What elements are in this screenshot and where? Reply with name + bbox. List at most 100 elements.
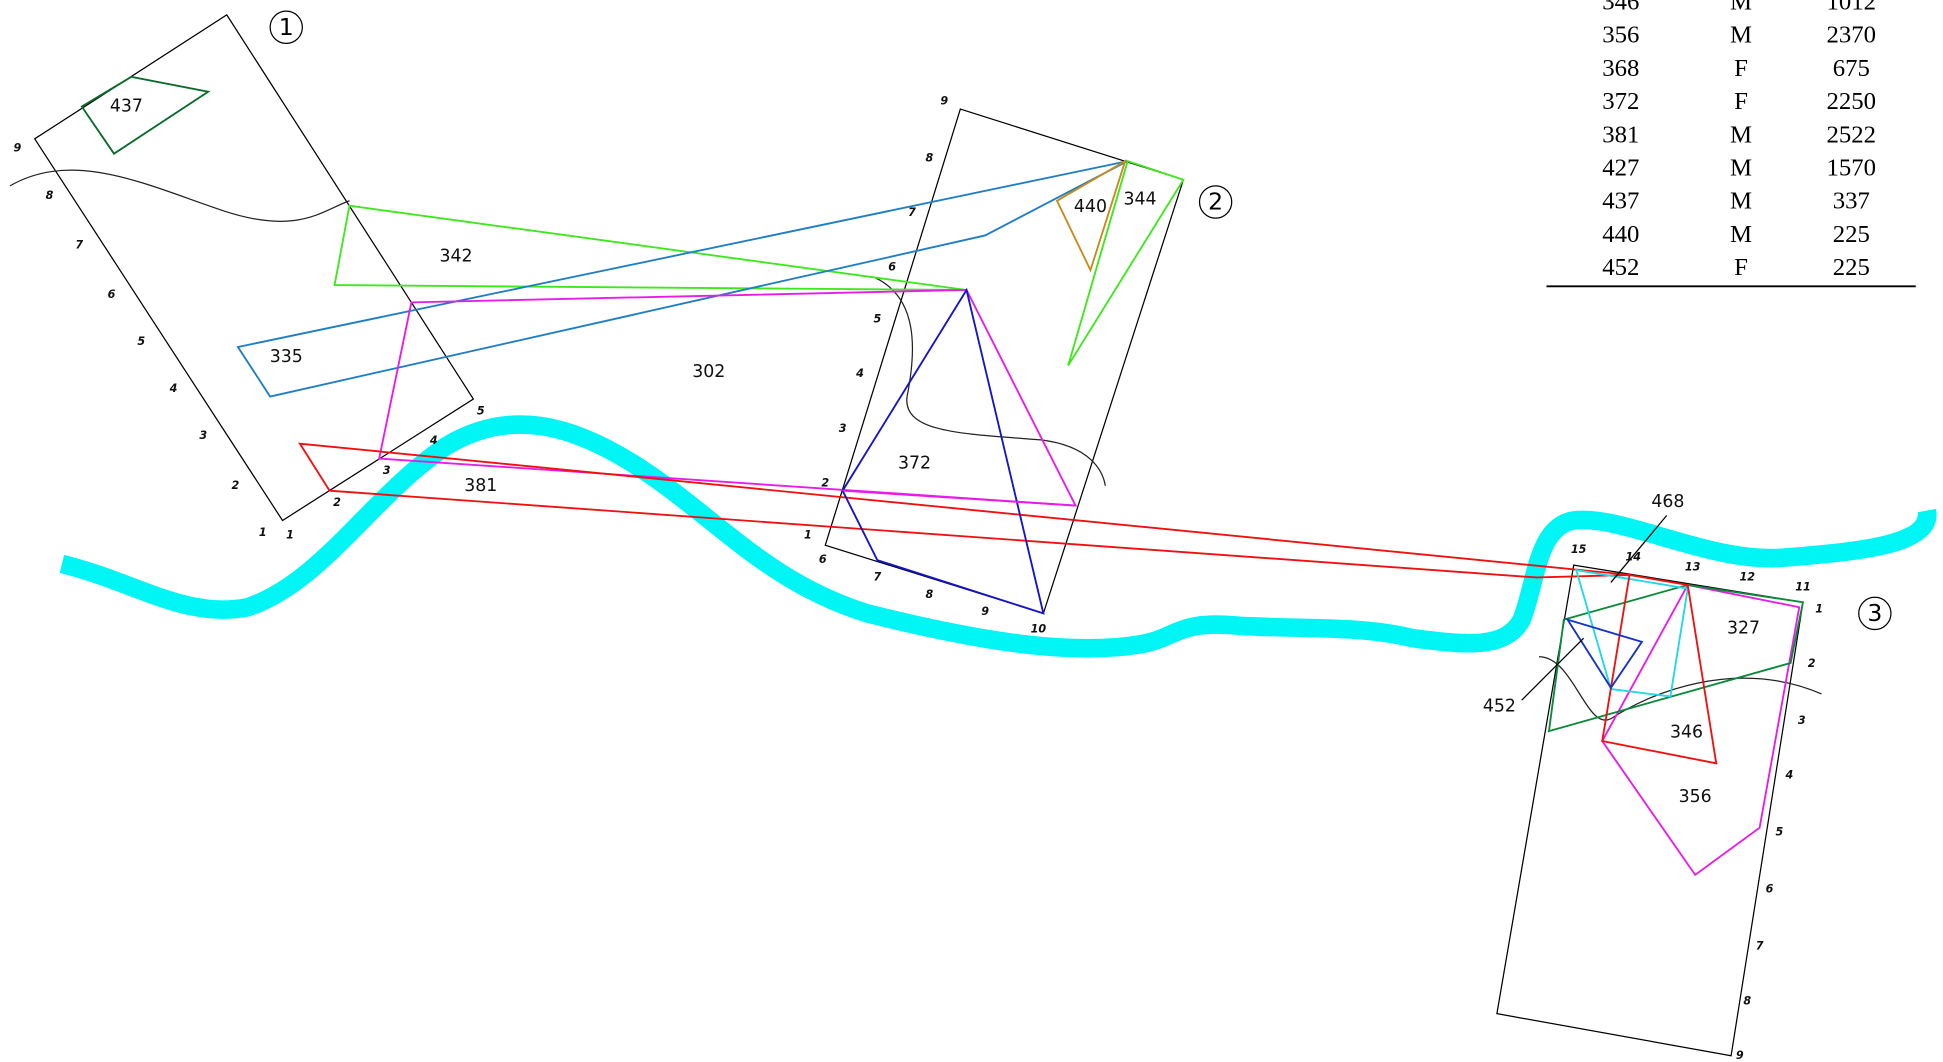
grid-number: 8 (925, 152, 933, 165)
grid-number: 7 (908, 206, 916, 219)
grid-number: 3 (383, 464, 391, 477)
table-cell: F (1734, 88, 1748, 115)
table-cell: 437 (1602, 188, 1639, 215)
range (80, 75, 211, 155)
table-cell: 225 (1833, 221, 1870, 248)
grid-number: 4 (1784, 769, 1793, 782)
leaders (1521, 515, 1668, 701)
grid-number: 8 (1743, 994, 1751, 1007)
grid-number: 2 (1808, 657, 1816, 670)
range (298, 442, 1631, 579)
table-cell: M (1730, 121, 1752, 148)
leader (1610, 515, 1668, 583)
grid-number: 6 (1766, 883, 1774, 896)
range (236, 160, 1129, 398)
grid-number: 7 (873, 570, 881, 583)
range (1547, 583, 1805, 733)
range-label: 468 (1651, 492, 1684, 512)
range-label: 344 (1123, 190, 1156, 210)
circle-marker (269, 10, 303, 45)
contours (9, 169, 1822, 721)
range (841, 287, 1045, 615)
table-cell: 368 (1602, 55, 1639, 82)
table-cell: 2522 (1827, 121, 1877, 148)
grid-number: 8 (46, 189, 54, 202)
grid-number: 5 (873, 313, 881, 326)
river (59, 415, 1937, 658)
range-label: 342 (439, 247, 472, 267)
table-cell: M (1730, 154, 1752, 181)
contour (9, 169, 350, 222)
contour (1539, 656, 1822, 721)
contour (874, 277, 1106, 486)
home-ranges (80, 75, 1805, 877)
circle-number: 2 (1208, 188, 1223, 216)
grid-number: 8 (925, 588, 933, 601)
grid-number: 13 (1685, 561, 1701, 574)
grid-number: 9 (981, 605, 989, 618)
range (1574, 568, 1689, 698)
grid-number: 9 (1736, 1049, 1744, 1062)
table-cell: 427 (1602, 154, 1639, 181)
table-cell: 337 (1833, 188, 1870, 215)
range-label: 327 (1727, 618, 1760, 638)
range (1601, 583, 1801, 877)
range-label: 372 (898, 453, 931, 473)
range-label: 356 (1679, 787, 1712, 807)
grid-number: 6 (888, 261, 896, 274)
grid-number: 14 (1625, 551, 1641, 564)
table-cell: 440 (1602, 221, 1639, 248)
range-label: 346 (1670, 722, 1703, 742)
table-cell: M (1730, 0, 1752, 15)
grid-number: 7 (75, 238, 83, 251)
circle-number: 1 (279, 13, 294, 41)
range-label: 302 (692, 362, 725, 382)
table-cell: 372 (1602, 88, 1639, 115)
circle-marker (1858, 596, 1892, 631)
grid-number: 5 (477, 404, 485, 417)
table-cell: 381 (1602, 121, 1639, 148)
table-cell: 1012 (1827, 0, 1877, 15)
grid-number: 3 (839, 422, 847, 435)
table-cell: 356 (1602, 22, 1639, 49)
table-cell: 2370 (1827, 22, 1877, 49)
grid-number: 3 (199, 429, 207, 442)
grid-number: 6 (108, 288, 116, 301)
range (378, 289, 1078, 507)
range (1055, 159, 1127, 273)
grid-number: 4 (169, 382, 178, 395)
grid-number: 2 (821, 476, 829, 489)
range-label: 335 (270, 347, 303, 367)
table-cell: M (1730, 22, 1752, 49)
range (333, 204, 967, 291)
range-edge (842, 489, 1076, 507)
grid-number: 2 (232, 479, 240, 492)
table-cell: F (1734, 254, 1748, 281)
table-cell: 2250 (1827, 88, 1877, 115)
range (1067, 159, 1185, 367)
table-cell: M (1730, 188, 1752, 215)
grid-number: 3 (1798, 714, 1806, 727)
grid-number: 1 (804, 528, 812, 541)
table-cell: M (1730, 221, 1752, 248)
grid-number: 15 (1571, 543, 1587, 556)
range-label: 381 (464, 476, 497, 496)
table-cell: 675 (1833, 55, 1870, 82)
grid-number: 5 (1776, 826, 1784, 839)
grid-number: 1 (1815, 603, 1823, 616)
circle-number: 3 (1867, 599, 1882, 627)
range-label: 437 (110, 97, 143, 117)
grid-number: 4 (855, 367, 864, 380)
grid-number: 12 (1739, 570, 1755, 583)
grid-number: 2 (333, 496, 341, 509)
circle-marker (1198, 185, 1233, 219)
grid-number: 5 (137, 335, 145, 348)
grid-number: 7 (1756, 940, 1764, 953)
range-label: 440 (1074, 197, 1107, 217)
grid-number: 9 (940, 95, 948, 108)
table-cell: F (1734, 55, 1748, 82)
table-cell: 346 (1602, 0, 1639, 15)
grid-number: 10 (1031, 623, 1047, 636)
